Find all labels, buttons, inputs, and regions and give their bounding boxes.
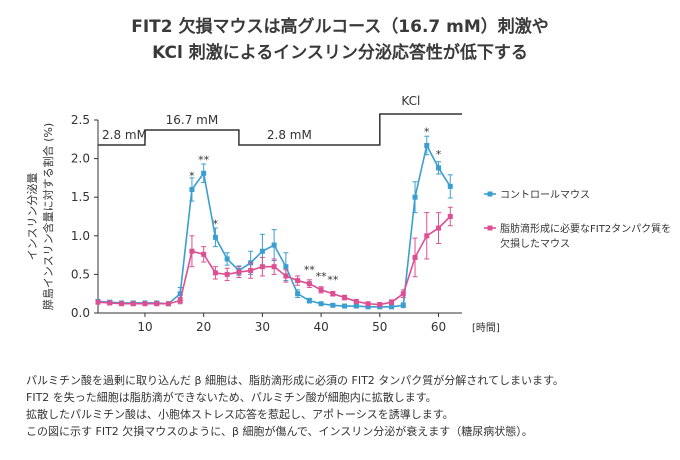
fit2-deficient-series-point (177, 298, 183, 304)
y-tick-label: 0.0 (71, 306, 90, 320)
control-series-point (342, 303, 348, 309)
control-series-point (436, 165, 442, 171)
fit2-deficient-series-point (259, 264, 265, 270)
fit2-deficient-series-point (165, 301, 171, 307)
note-line: FIT2 を失った細胞は脂肪滴ができないため、パルミチン酸が細胞内に拡散します。 (26, 391, 437, 404)
control-series-point (424, 142, 430, 148)
fit2-deficient-series-point (189, 248, 195, 254)
y-axis-label-line-2: 膵島インスリン含量に対する割合 (%) (41, 123, 55, 310)
significance-marker: ** (327, 274, 339, 287)
control-series-point (365, 304, 371, 310)
fit2-deficient-series-point (283, 273, 289, 279)
significance-marker: * (436, 148, 442, 161)
control-series-point (201, 170, 207, 176)
control-series-point (330, 302, 336, 308)
fit2-deficient-series-point (424, 233, 430, 239)
stimulus-label: 2.8 mM (267, 128, 312, 142)
fit2-deficient-series-point (154, 301, 160, 307)
note-line: この図に示す FIT2 欠損マウスのように、β 細胞が傷んで、インスリン分泌が衰… (26, 425, 533, 438)
control-series-point (412, 194, 418, 200)
fit2-deficient-series-point (212, 270, 218, 276)
fit2-deficient-series-point (447, 214, 453, 219)
fit2-deficient-series-point (365, 301, 371, 307)
fit2-deficient-series-point (271, 264, 277, 270)
legend-label: 脂肪滴形成に必要なFIT2タンパク質を (500, 222, 671, 235)
y-tick-label: 1.0 (71, 229, 90, 243)
stimulus-protocol-line (98, 113, 462, 146)
control-series-point (283, 264, 289, 270)
significance-marker: * (424, 125, 430, 138)
fit2-deficient-series-point (377, 302, 383, 308)
control-series-line (97, 143, 451, 308)
x-tick-label: 30 (255, 320, 270, 334)
control-series-point (271, 242, 277, 248)
chart-title-line-1: FIT2 欠損マウスは高グルコース（16.7 mM）刺激や (131, 17, 549, 37)
fit2-deficient-series-point (400, 291, 406, 297)
explanation-notes: パルミチン酸を過剰に取り込んだ β 細胞は、脂肪滴形成に必須の FIT2 タンパ… (26, 372, 666, 440)
fit2-deficient-series-point (236, 269, 242, 275)
x-axis-label: [時間] (472, 322, 500, 334)
legend-label: コントロールマウス (500, 189, 590, 201)
note-line: 拡散したパルミチン酸は、小胞体ストレス応答を惹起し、アポトーシスを誘導します。 (26, 408, 454, 421)
fit2-deficient-series-point (224, 271, 230, 277)
control-series-point (189, 186, 195, 192)
control-series-point (400, 302, 406, 308)
y-tick-label: 2.5 (71, 113, 90, 127)
fit2-deficient-series-point (306, 281, 312, 287)
fit2-deficient-series-point (353, 298, 359, 304)
significance-marker: ** (198, 153, 210, 166)
fit2-deficient-series-point (295, 278, 301, 284)
y-tick-label: 1.5 (71, 190, 90, 204)
stimulus-label: 16.7 mM (166, 113, 219, 127)
x-tick-label: 20 (196, 320, 211, 334)
fit2-deficient-series-point (95, 299, 101, 305)
fit2-deficient-series-point (107, 300, 113, 306)
fit2-deficient-series-point (118, 301, 124, 307)
fit2-deficient-series-point (130, 301, 136, 307)
fit2-deficient-series-point (342, 295, 348, 301)
control-series-point (447, 183, 453, 189)
x-tick-label: 60 (431, 320, 446, 334)
significance-marker: ** (304, 264, 316, 277)
fit2-deficient-series-point (389, 299, 395, 305)
stimulus-label: 2.8 mM (102, 128, 147, 142)
legend-label: 欠損したマウス (500, 237, 570, 250)
control-series-point (259, 248, 265, 254)
fit2-deficient-series-point (318, 287, 324, 293)
control-series-point (389, 304, 395, 310)
legend-swatch-marker (487, 225, 493, 231)
legend-swatch-marker (487, 191, 493, 197)
y-tick-label: 2.0 (71, 152, 90, 166)
x-tick-label: 50 (372, 320, 387, 334)
fit2-deficient-series-point (436, 225, 442, 231)
x-tick-label: 10 (137, 320, 152, 334)
control-series-point (177, 291, 183, 297)
fit2-deficient-series-point (248, 268, 254, 274)
significance-marker: ** (316, 270, 328, 283)
control-series-point (353, 303, 359, 309)
control-series-point (295, 291, 301, 297)
significance-marker: * (213, 217, 219, 230)
y-axis-label-line-1: インスリン分泌量 (26, 173, 39, 261)
fit2-deficient-series-point (142, 301, 148, 307)
y-tick-label: 0.5 (71, 267, 90, 281)
fit2-deficient-series-point (412, 254, 418, 260)
note-line: パルミチン酸を過剰に取り込んだ β 細胞は、脂肪滴形成に必須の FIT2 タンパ… (26, 374, 564, 387)
control-series-point (318, 301, 324, 307)
significance-marker: * (189, 169, 195, 182)
fit2-deficient-series-point (330, 291, 336, 297)
control-series-point (212, 234, 218, 240)
stimulus-label: KCl (401, 94, 420, 108)
control-series-point (306, 298, 312, 304)
chart-title-line-2: KCl 刺激によるインスリン分泌応答性が低下する (152, 43, 528, 63)
x-tick-label: 40 (313, 320, 328, 334)
fit2-deficient-series-point (201, 251, 207, 257)
control-series-point (224, 256, 230, 262)
